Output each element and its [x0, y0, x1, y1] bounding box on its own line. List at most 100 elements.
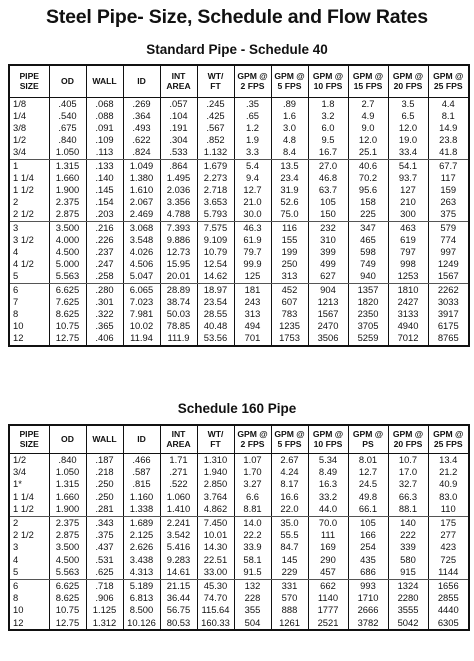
- table-cell: 1357: [347, 283, 389, 296]
- table-cell: 2666: [347, 604, 389, 617]
- table-cell: 2427: [387, 295, 429, 308]
- column-header-text: 20 FPS: [393, 81, 423, 92]
- column-header: GPM @25 FPS: [427, 424, 470, 454]
- table-cell: 1.132: [196, 146, 235, 160]
- table-cell: .466: [122, 453, 161, 466]
- table-cell: 580: [387, 553, 429, 567]
- table-cell: 46.3: [233, 221, 272, 234]
- table-cell: 14.9: [427, 121, 470, 135]
- table-cell: 21.15: [159, 579, 198, 592]
- pipe-size-cell: 3/8: [8, 121, 50, 135]
- table-cell: 5.4: [233, 159, 272, 172]
- table-cell: 2.875: [48, 528, 87, 542]
- table-cell: 1140: [307, 591, 349, 605]
- table-cell: 105: [307, 196, 349, 209]
- table-cell: 250: [270, 258, 309, 271]
- table-cell: 6305: [427, 616, 470, 631]
- table-cell: 24.5: [347, 478, 389, 491]
- table-cell: 38.74: [159, 295, 198, 308]
- table-cell: 2.125: [122, 528, 161, 542]
- column-header: GPM @15 FPS: [347, 64, 389, 98]
- table-cell: 21.2: [427, 465, 470, 479]
- pipe-size-cell: 4: [8, 245, 50, 259]
- table-cell: 686: [347, 566, 389, 580]
- table-cell: 8.625: [48, 591, 87, 605]
- table-cell: .301: [85, 295, 124, 308]
- pipe-size-cell: 1 1/4: [8, 171, 50, 184]
- table-cell: .088: [85, 109, 124, 122]
- pipe-size-cell: 4: [8, 553, 50, 567]
- column-header: INT AREA: [159, 64, 198, 98]
- table-cell: 40.9: [427, 478, 470, 491]
- table-cell: 3133: [387, 307, 429, 321]
- column-header-text: GPM @: [392, 429, 424, 440]
- table-cell: 2.241: [159, 516, 198, 529]
- table-cell: 1777: [307, 604, 349, 617]
- table-cell: 75.0: [270, 208, 309, 222]
- table-cell: 3033: [427, 295, 470, 308]
- table-cell: 74.70: [196, 591, 235, 605]
- table-cell: 2.850: [196, 478, 235, 491]
- table-cell: 3.542: [159, 528, 198, 542]
- column-header: OD: [48, 64, 87, 98]
- table-cell: 110: [427, 503, 470, 517]
- table-cell: 35.0: [270, 516, 309, 529]
- table-cell: 1.338: [122, 503, 161, 517]
- column-header: WALL: [85, 64, 124, 98]
- table-cell: 15.95: [159, 258, 198, 271]
- column-header-text: GPM @: [237, 429, 268, 440]
- column-header-text: SIZE: [19, 439, 39, 450]
- table-cell: 4.9: [347, 109, 389, 122]
- table-cell: 2.718: [196, 183, 235, 197]
- table-cell: .343: [85, 516, 124, 529]
- table-cell: 10.7: [387, 453, 429, 466]
- table-cell: 12.0: [387, 121, 429, 135]
- column-header: GPM @10 FPS: [307, 424, 349, 454]
- pipe-size-cell: 2: [8, 516, 50, 529]
- table-cell: 1.315: [48, 159, 87, 172]
- table-cell: 1.125: [85, 604, 124, 617]
- table-cell: .154: [85, 196, 124, 209]
- column-header-text: PS: [362, 439, 374, 450]
- table-cell: 7.575: [196, 221, 235, 234]
- table-cell: 10.75: [48, 604, 87, 617]
- column-header: WT/FT: [196, 424, 235, 454]
- table-cell: 619: [387, 233, 429, 246]
- table-cell: 9.886: [159, 233, 198, 246]
- table-cell: 8.1: [427, 109, 470, 122]
- column-header-text: FT: [210, 439, 221, 450]
- table-row: 1* 1.315.250.815.522 2.850 3.27 8.17 16.3 24.5…: [8, 478, 470, 491]
- table-cell: 33.00: [196, 566, 235, 580]
- table-row: 3/4 1.050.218.587.271 1.940 1.70 4.24 8.49 12.…: [8, 465, 470, 479]
- table-cell: 2.469: [122, 208, 161, 222]
- table-cell: .425: [196, 109, 235, 122]
- table-cell: 166: [347, 528, 389, 542]
- table-cell: 2470: [307, 320, 349, 333]
- table-cell: .364: [122, 109, 161, 122]
- table-cell: 243: [233, 295, 272, 308]
- table-cell: .133: [85, 159, 124, 172]
- table-row: 6 6.625.280 6.065 28.89 18.97 181 452 904 1357 18…: [8, 283, 470, 296]
- table-cell: 1.060: [159, 490, 198, 504]
- column-header: GPM @2 FPS: [233, 64, 272, 98]
- table-cell: .226: [85, 233, 124, 246]
- pipe-size-cell: 2 1/2: [8, 208, 50, 222]
- column-header-text: WALL: [92, 434, 117, 445]
- table-cell: 347: [347, 221, 389, 234]
- table-cell: 145: [270, 553, 309, 567]
- table-cell: .540: [48, 109, 87, 122]
- table-cell: 111.9: [159, 332, 198, 346]
- column-header-text: 2 FPS: [240, 81, 265, 92]
- table-cell: 140: [387, 516, 429, 529]
- table-cell: 4440: [427, 604, 470, 617]
- column-header-text: GPM @: [274, 71, 305, 82]
- table-cell: 3.500: [48, 541, 87, 554]
- table-cell: 83.0: [427, 490, 470, 504]
- column-header-text: GPM @: [274, 429, 305, 440]
- table-cell: 18.97: [196, 283, 235, 296]
- table-cell: 49.8: [347, 490, 389, 504]
- table-cell: 3.500: [48, 221, 87, 234]
- table-cell: 70.0: [307, 516, 349, 529]
- table-cell: 3.0: [270, 121, 309, 135]
- table-row: 10 10.75 1.125 8.500 56.75 115.64 355 888 1777 26…: [8, 604, 470, 617]
